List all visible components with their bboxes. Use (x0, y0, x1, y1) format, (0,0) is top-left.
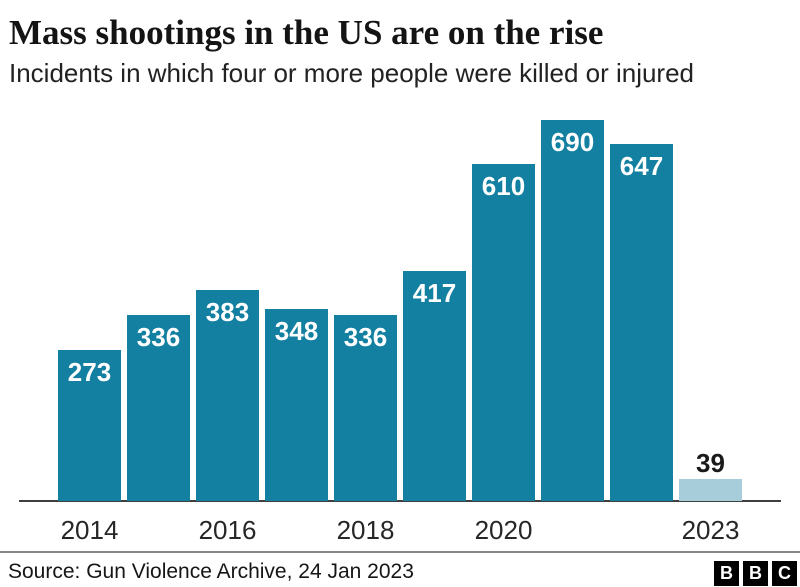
bbc-logo-block-c: C (772, 561, 797, 586)
bar-value-label-2015: 336 (136, 322, 181, 352)
x-axis-label-2018: 2018 (336, 515, 395, 545)
x-axis-line (19, 500, 781, 502)
bar-2022 (610, 144, 673, 501)
chart-title: Mass shootings in the US are on the rise (9, 13, 604, 52)
bar-2017 (265, 309, 328, 501)
bar-2021 (541, 120, 604, 501)
bar-2020 (472, 164, 535, 501)
bbc-logo: B B C (714, 561, 797, 586)
bar-2016 (196, 290, 259, 501)
bar-value-label-2020: 610 (481, 171, 526, 201)
footer-divider (0, 551, 800, 553)
x-axis-label-2020: 2020 (474, 515, 533, 545)
bar-2014 (58, 350, 121, 501)
bar-value-label-2021: 690 (550, 127, 595, 157)
bar-value-label-2016: 383 (205, 297, 250, 327)
x-axis-label-2014: 2014 (60, 515, 119, 545)
source-text: Source: Gun Violence Archive, 24 Jan 202… (8, 560, 414, 583)
bar-value-label-2014: 273 (67, 357, 112, 387)
bar-value-label-2022: 647 (619, 151, 664, 181)
bar-2023 (679, 479, 742, 501)
bar-2018 (334, 315, 397, 501)
bbc-logo-block-b2: B (743, 561, 768, 586)
bar-value-label-2019: 417 (412, 278, 457, 308)
bar-value-label-2018: 336 (343, 322, 388, 352)
bbc-logo-block-b1: B (714, 561, 739, 586)
bar-2015 (127, 315, 190, 501)
bar-2019 (403, 271, 466, 501)
x-axis-label-2023: 2023 (681, 515, 740, 545)
bar-value-label-2023: 39 (696, 448, 725, 478)
x-axis-label-2016: 2016 (198, 515, 257, 545)
chart-subtitle: Incidents in which four or more people w… (9, 58, 695, 88)
bar-value-label-2017: 348 (274, 316, 319, 346)
